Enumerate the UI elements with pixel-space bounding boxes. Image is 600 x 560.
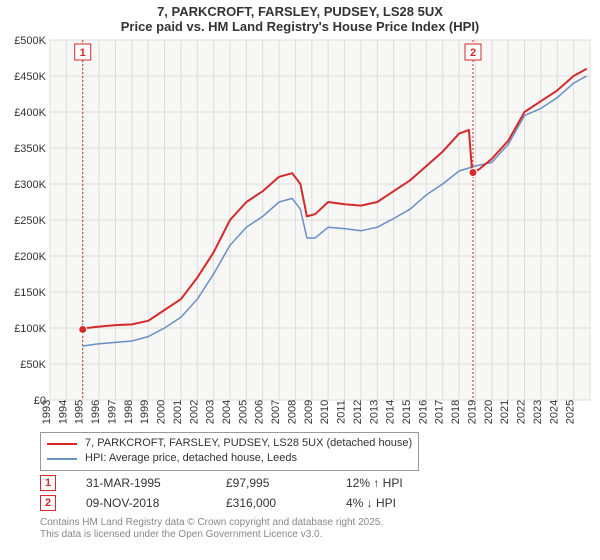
data-price: £97,995 xyxy=(226,476,316,490)
legend-label: HPI: Average price, detached house, Leed… xyxy=(85,451,297,466)
line-chart-svg: £0£50K£100K£150K£200K£250K£300K£350K£400… xyxy=(0,34,600,428)
svg-text:2003: 2003 xyxy=(205,400,217,424)
data-price: £316,000 xyxy=(226,496,316,510)
svg-text:2021: 2021 xyxy=(499,400,511,424)
svg-text:2017: 2017 xyxy=(434,400,446,424)
svg-text:£350K: £350K xyxy=(14,143,46,155)
svg-text:2022: 2022 xyxy=(516,400,528,424)
svg-text:1994: 1994 xyxy=(57,400,69,424)
svg-text:2002: 2002 xyxy=(188,400,200,424)
svg-text:1997: 1997 xyxy=(106,400,118,424)
svg-text:1995: 1995 xyxy=(74,400,86,424)
svg-text:£150K: £150K xyxy=(14,287,46,299)
data-date: 09-NOV-2018 xyxy=(86,496,196,510)
svg-text:£50K: £50K xyxy=(20,359,46,371)
svg-text:2018: 2018 xyxy=(450,400,462,424)
footer-line-1: Contains HM Land Registry data © Crown c… xyxy=(40,517,590,529)
legend-item: 7, PARKCROFT, FARSLEY, PUDSEY, LS28 5UX … xyxy=(47,436,412,451)
svg-text:2008: 2008 xyxy=(286,400,298,424)
svg-text:1: 1 xyxy=(80,47,86,59)
data-points-table: 1 31-MAR-1995 £97,995 12% ↑ HPI 2 09-NOV… xyxy=(40,473,590,513)
svg-text:2006: 2006 xyxy=(254,400,266,424)
legend-swatch xyxy=(47,443,77,445)
svg-text:£500K: £500K xyxy=(14,35,46,47)
svg-text:2004: 2004 xyxy=(221,400,233,424)
svg-text:1996: 1996 xyxy=(90,400,102,424)
legend-label: 7, PARKCROFT, FARSLEY, PUDSEY, LS28 5UX … xyxy=(85,436,412,451)
svg-text:2014: 2014 xyxy=(385,400,397,424)
footer-line-2: This data is licensed under the Open Gov… xyxy=(40,529,590,541)
svg-text:1993: 1993 xyxy=(41,400,53,424)
svg-text:£200K: £200K xyxy=(14,251,46,263)
svg-text:2010: 2010 xyxy=(319,400,331,424)
marker-badge: 1 xyxy=(40,475,56,491)
svg-text:2020: 2020 xyxy=(483,400,495,424)
svg-text:2023: 2023 xyxy=(532,400,544,424)
svg-text:2024: 2024 xyxy=(548,400,560,424)
svg-text:£300K: £300K xyxy=(14,179,46,191)
svg-text:£100K: £100K xyxy=(14,323,46,335)
svg-text:£450K: £450K xyxy=(14,71,46,83)
data-row: 1 31-MAR-1995 £97,995 12% ↑ HPI xyxy=(40,473,590,493)
svg-text:2: 2 xyxy=(470,47,476,59)
svg-text:2016: 2016 xyxy=(417,400,429,424)
svg-text:£400K: £400K xyxy=(14,107,46,119)
svg-text:2007: 2007 xyxy=(270,400,282,424)
chart-title-block: 7, PARKCROFT, FARSLEY, PUDSEY, LS28 5UX … xyxy=(0,0,600,34)
svg-text:2005: 2005 xyxy=(237,400,249,424)
svg-text:2013: 2013 xyxy=(368,400,380,424)
svg-text:1999: 1999 xyxy=(139,400,151,424)
data-row: 2 09-NOV-2018 £316,000 4% ↓ HPI xyxy=(40,493,590,513)
data-delta: 12% ↑ HPI xyxy=(346,476,403,490)
title-line-2: Price paid vs. HM Land Registry's House … xyxy=(0,19,600,34)
svg-text:2001: 2001 xyxy=(172,400,184,424)
svg-text:2012: 2012 xyxy=(352,400,364,424)
footer-attribution: Contains HM Land Registry data © Crown c… xyxy=(40,517,590,541)
data-date: 31-MAR-1995 xyxy=(86,476,196,490)
svg-text:1998: 1998 xyxy=(123,400,135,424)
data-delta: 4% ↓ HPI xyxy=(346,496,396,510)
legend: 7, PARKCROFT, FARSLEY, PUDSEY, LS28 5UX … xyxy=(40,432,419,471)
svg-text:2015: 2015 xyxy=(401,400,413,424)
svg-text:2025: 2025 xyxy=(565,400,577,424)
chart-area: £0£50K£100K£150K£200K£250K£300K£350K£400… xyxy=(0,34,600,428)
marker-badge: 2 xyxy=(40,495,56,511)
svg-text:£250K: £250K xyxy=(14,215,46,227)
svg-text:2000: 2000 xyxy=(156,400,168,424)
title-line-1: 7, PARKCROFT, FARSLEY, PUDSEY, LS28 5UX xyxy=(0,4,600,19)
svg-text:2011: 2011 xyxy=(336,400,348,424)
legend-swatch xyxy=(47,458,77,460)
svg-text:2019: 2019 xyxy=(466,400,478,424)
svg-text:2009: 2009 xyxy=(303,400,315,424)
legend-item: HPI: Average price, detached house, Leed… xyxy=(47,451,412,466)
